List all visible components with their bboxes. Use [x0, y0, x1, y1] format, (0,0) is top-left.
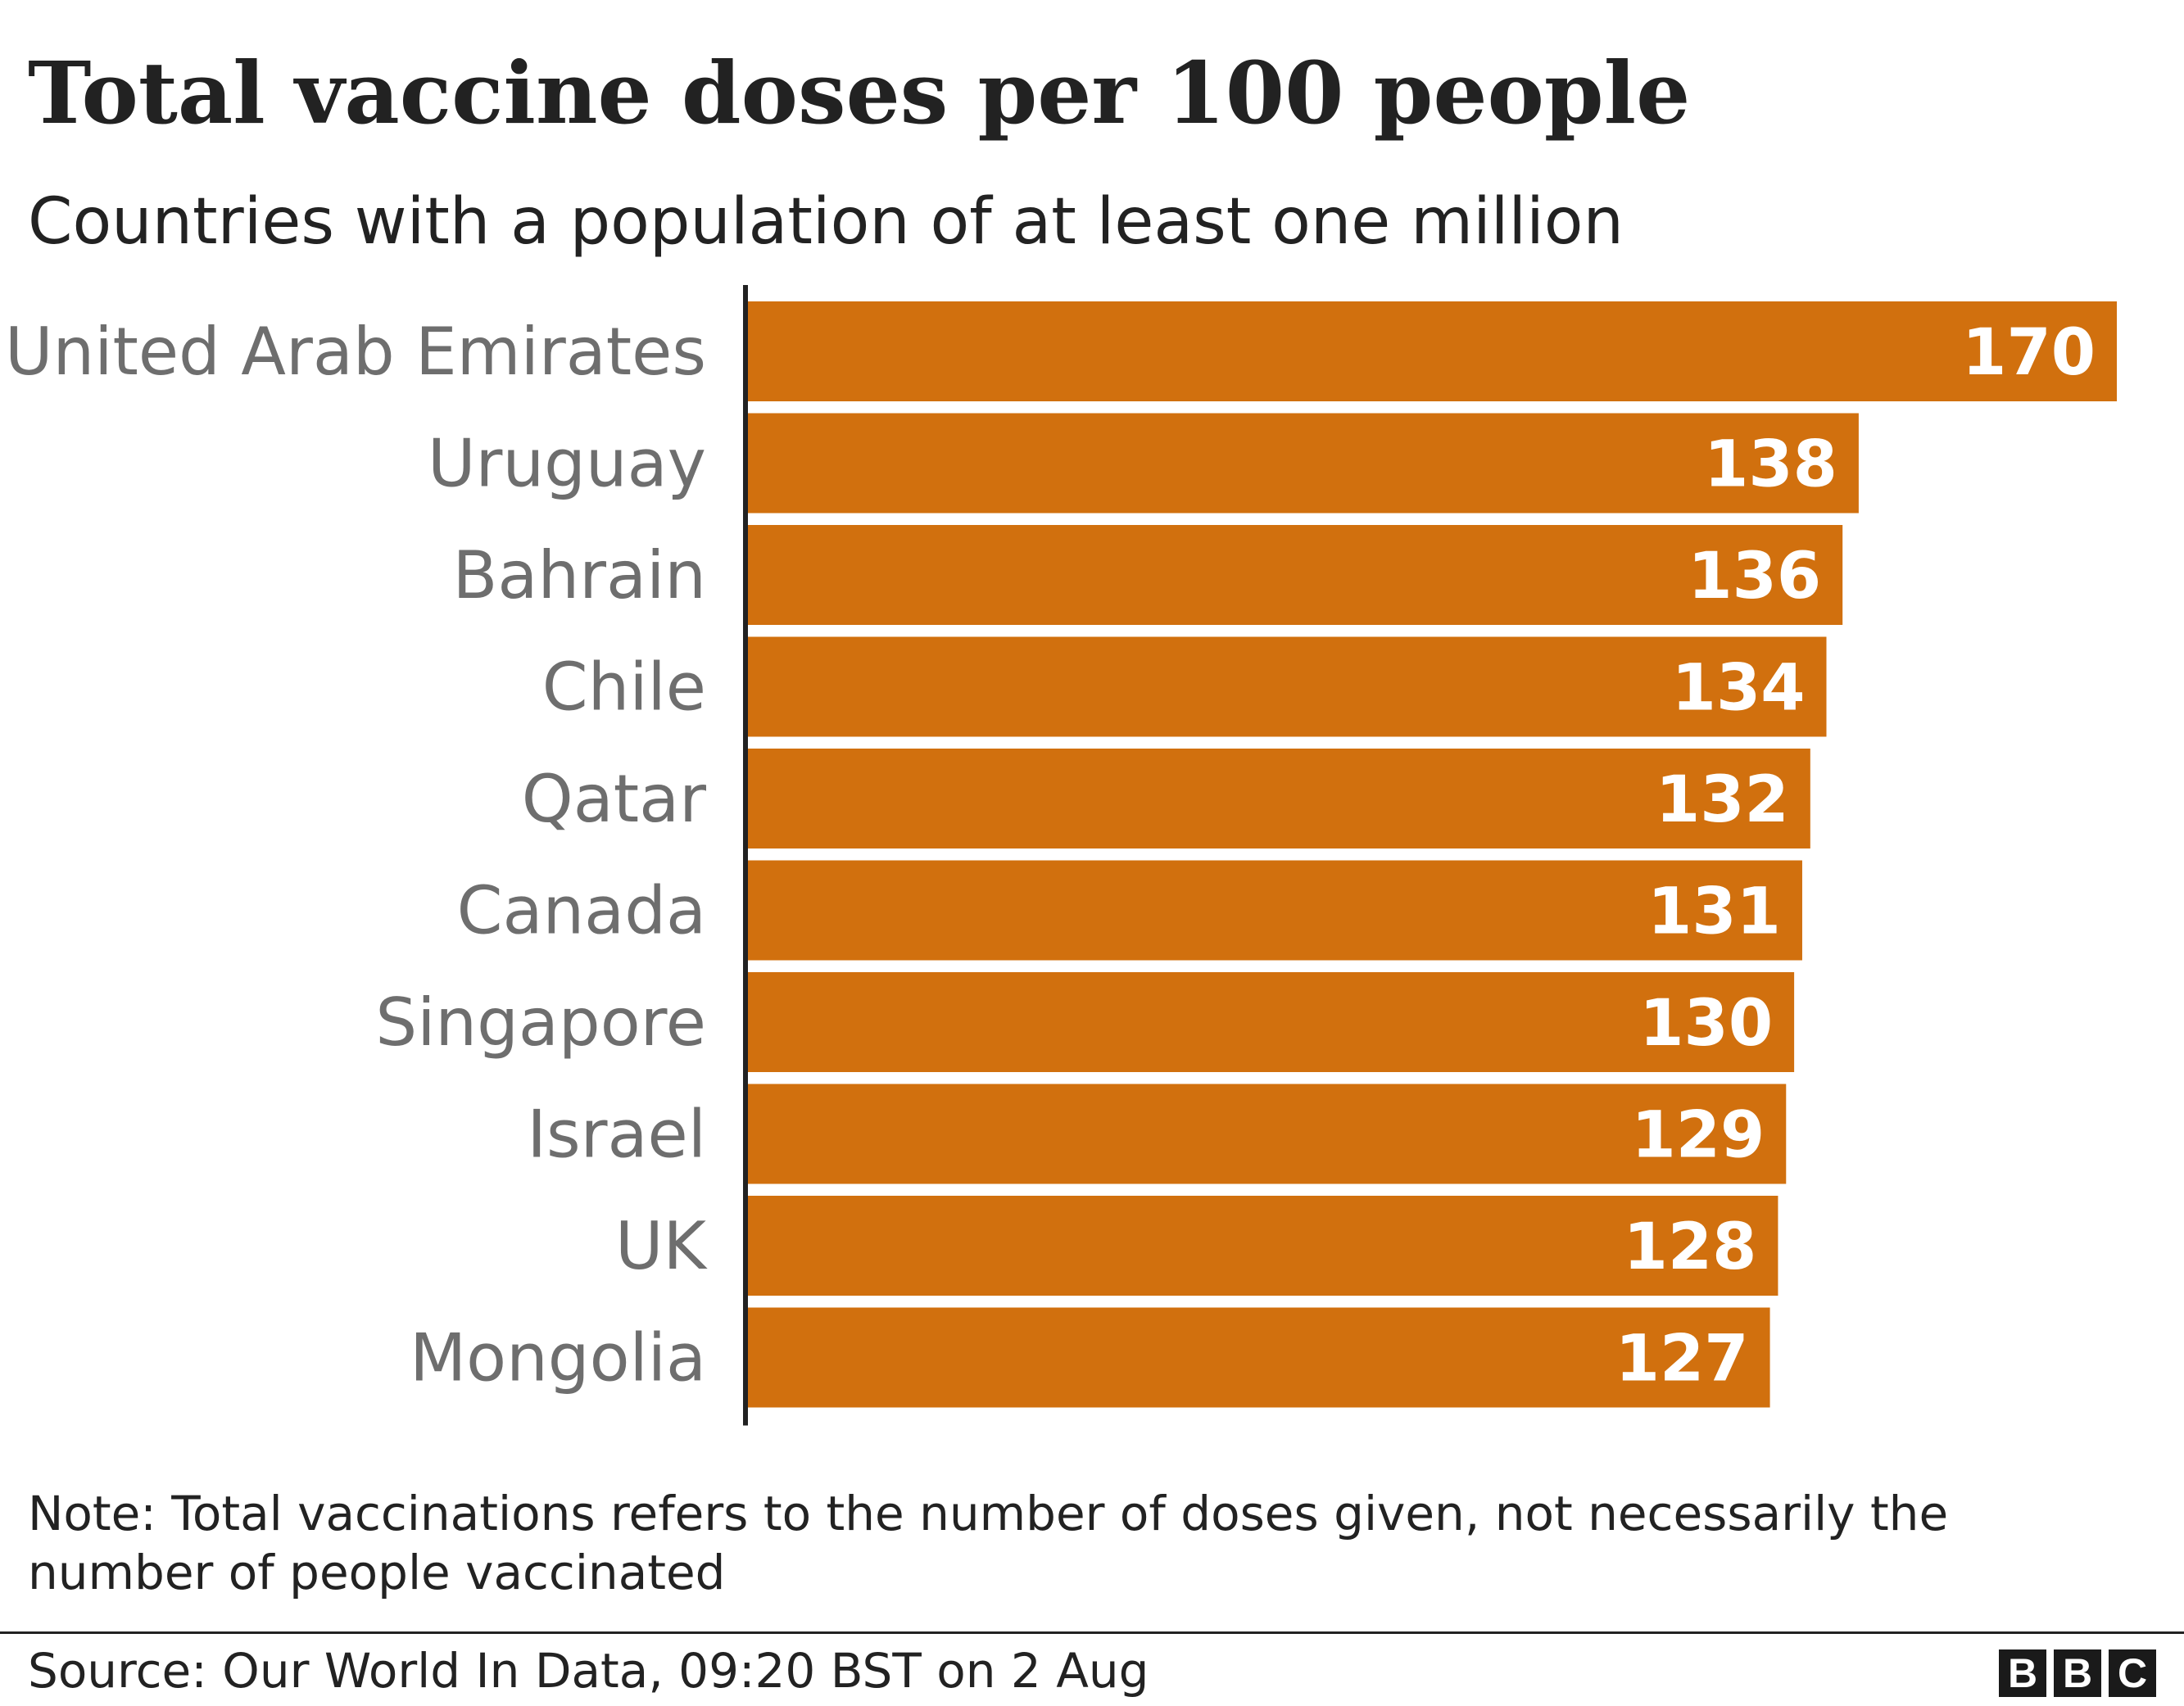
value-label: 138: [1704, 428, 1837, 502]
footer-divider: [0, 1631, 2184, 1634]
category-label: United Arab Emirates: [5, 314, 706, 390]
category-label: Mongolia: [410, 1320, 706, 1396]
bar: [745, 525, 1843, 625]
bbc-logo: B B C: [1999, 1649, 2156, 1697]
bbc-logo-letter: B: [1999, 1649, 2046, 1697]
value-label: 128: [1624, 1210, 1757, 1284]
bbc-logo-letter: B: [2054, 1649, 2101, 1697]
category-label: Uruguay: [428, 426, 706, 502]
chart-subtitle: Countries with a population of at least …: [28, 185, 1624, 259]
value-label: 132: [1656, 763, 1789, 837]
source-text: Source: Our World In Data, 09:20 BST on …: [28, 1643, 1149, 1699]
value-label: 136: [1688, 540, 1821, 613]
category-label: Qatar: [522, 761, 706, 837]
category-label: UK: [615, 1208, 709, 1284]
bar: [745, 749, 1810, 848]
category-label: Bahrain: [453, 537, 706, 613]
category-label: Canada: [457, 873, 706, 949]
bar: [745, 860, 1802, 961]
category-label: Israel: [527, 1097, 706, 1173]
bbc-logo-letter: C: [2109, 1649, 2156, 1697]
value-label: 170: [1962, 316, 2096, 390]
bar: [745, 972, 1795, 1072]
value-label: 127: [1615, 1323, 1749, 1396]
bar: [745, 301, 2117, 401]
value-label: 134: [1672, 652, 1806, 726]
chart-title: Total vaccine doses per 100 people: [28, 43, 1691, 143]
category-label: Chile: [542, 649, 706, 726]
bar-chart: United Arab Emirates 170 Uruguay 138 Bahrain…: [5, 285, 2117, 1426]
bar: [745, 636, 1827, 737]
bar: [745, 413, 1859, 514]
chart-note: Note: Total vaccinations refers to the n…: [28, 1486, 1949, 1600]
category-label: Singapore: [375, 984, 706, 1061]
value-label: 131: [1647, 876, 1781, 949]
value-label: 129: [1631, 1099, 1765, 1173]
bar: [745, 1196, 1778, 1296]
bar: [745, 1307, 1770, 1408]
bar: [745, 1084, 1787, 1184]
value-label: 130: [1639, 987, 1773, 1061]
